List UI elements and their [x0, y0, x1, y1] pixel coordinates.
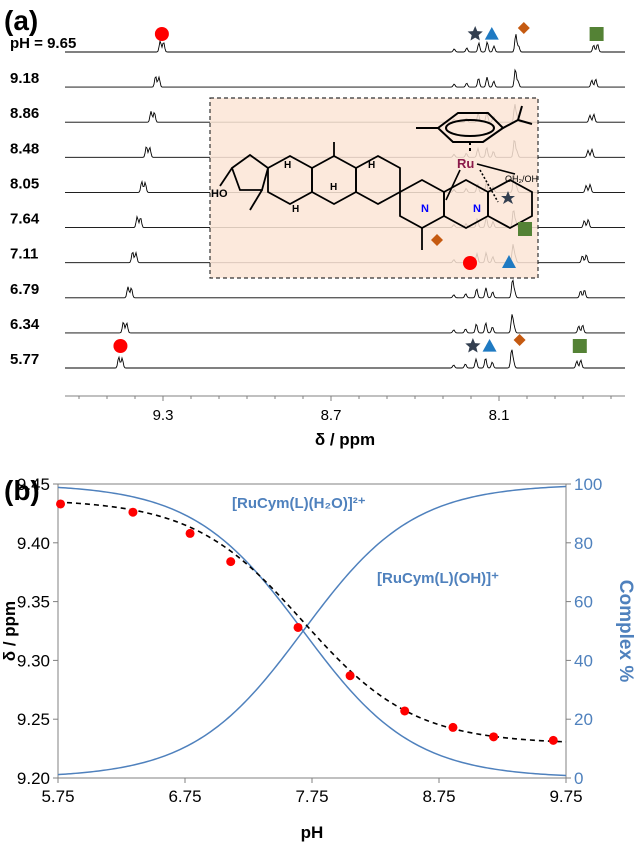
diamond-marker	[517, 22, 530, 34]
y-tick-label-right: 0	[574, 769, 583, 788]
inset-triangle-marker	[502, 255, 516, 268]
panel-b-label: (b)	[4, 475, 40, 506]
y-tick-label-right: 60	[574, 593, 593, 612]
data-point	[400, 706, 410, 716]
y-tick-label-right: 20	[574, 710, 593, 729]
hydroxy-label: HO	[211, 188, 228, 200]
x-tick-label-b: 6.75	[168, 787, 201, 806]
square-marker	[589, 27, 604, 41]
x-tick-label-a: 9.3	[153, 407, 174, 424]
nitrogen-label-2: N	[473, 203, 481, 215]
ru-bonds	[445, 163, 516, 203]
plot-frame	[57, 483, 567, 779]
y-ticks-left: 9.20 9.25 9.30 9.35 9.40 9.45	[17, 475, 58, 788]
y-tick-label-left: 9.35	[17, 593, 50, 612]
y-ticks-right: 0 20 40 60 80 100	[566, 475, 602, 788]
ph-label: 7.11	[10, 246, 38, 263]
spectrum-line	[65, 314, 625, 334]
annotation-aqua-complex: [RuCym(L)(H₂O)]²⁺	[232, 495, 366, 512]
y-tick-label-right: 80	[574, 534, 593, 553]
x-axis-b-label: pH	[301, 823, 324, 842]
inset-diamond-marker	[431, 234, 443, 246]
steroid-skeleton	[219, 142, 533, 250]
x-axis-a-label: δ / ppm	[315, 430, 375, 449]
star-marker	[465, 338, 481, 353]
x-tick-label-b: 7.75	[295, 787, 328, 806]
data-point	[293, 622, 303, 632]
circle-marker	[113, 339, 128, 353]
inset-circle-marker	[463, 256, 477, 270]
panel-a-label: (a)	[4, 5, 38, 36]
x-ticks-a: 9.3 8.7 8.1	[78, 396, 612, 424]
fit-curve	[57, 501, 567, 743]
x-tick-label-b: 9.75	[549, 787, 582, 806]
annotation-hydroxo-complex: [RuCym(L)(OH)]⁺	[377, 570, 499, 587]
nitrogen-label-1: N	[421, 203, 429, 215]
ph-label: 8.86	[10, 105, 39, 122]
panel-b-titration-chart: (b) 9.20 9.25 9.30 9.35 9.40 9.45 0 20 40 60 80 10…	[0, 475, 635, 842]
h-label-2: H	[330, 182, 337, 193]
y-axis-right-label: Complex %	[615, 580, 635, 683]
h-label-1: H	[284, 160, 291, 171]
spectrum-line	[65, 68, 625, 88]
data-point	[128, 507, 138, 517]
ph-label: 8.05	[10, 175, 39, 192]
y-tick-label-right: 100	[574, 475, 602, 494]
data-points	[56, 499, 558, 745]
water-hydroxo-label: OH₂/OH	[505, 174, 538, 184]
data-point	[489, 732, 499, 742]
x-tick-label-a: 8.1	[489, 407, 510, 424]
inset-square-marker	[518, 222, 532, 236]
y-tick-label-left: 9.45	[17, 475, 50, 494]
ph-label: 6.79	[10, 281, 39, 298]
ph-labels: pH = 9.65 9.18 8.86 8.48 8.05 7.64 7.11 6.79 6.3…	[10, 35, 76, 368]
data-point	[56, 499, 66, 509]
triangle-marker	[484, 27, 499, 40]
ph-label: 8.48	[10, 140, 39, 157]
inset-star-marker	[501, 191, 515, 204]
ph-label: pH = 9.65	[10, 35, 76, 52]
y-tick-label-left: 9.20	[17, 769, 50, 788]
x-tick-label-b: 8.75	[422, 787, 455, 806]
x-ticks-b: 5.75 6.75 7.75 8.75 9.75	[41, 778, 583, 806]
x-tick-label-a: 8.7	[321, 407, 342, 424]
spectrum-line	[65, 349, 625, 369]
ph-label: 5.77	[10, 351, 39, 368]
h-label-4: H	[368, 160, 375, 171]
data-point	[185, 528, 195, 538]
ph-label: 9.18	[10, 70, 39, 87]
spectrum-line	[65, 278, 625, 299]
circle-marker	[154, 27, 169, 41]
ruthenium-label: Ru	[457, 156, 474, 171]
data-point	[345, 671, 355, 681]
structure-inset: Ru OH₂/OH HO H H	[209, 97, 539, 279]
data-point	[448, 722, 458, 732]
ph-label: 7.64	[10, 211, 40, 228]
star-marker	[467, 26, 483, 41]
square-marker	[572, 339, 587, 353]
inset-box	[209, 97, 539, 279]
panel-a-nmr-spectra: (a) pH = 9.65 9.18 8.86 8.48 8.05 7.64 7.11 6.7…	[4, 5, 625, 449]
aqua-complex-curve	[57, 486, 567, 777]
diamond-marker	[513, 334, 526, 346]
cymene-ring	[416, 105, 533, 152]
x-tick-label-b: 5.75	[41, 787, 74, 806]
y-tick-label-left: 9.40	[17, 534, 50, 553]
y-tick-label-left: 9.30	[17, 651, 50, 670]
peak-markers	[113, 22, 604, 353]
h-label-3: H	[292, 204, 299, 215]
y-axis-left-label: δ / ppm	[0, 601, 19, 661]
y-tick-label-right: 40	[574, 651, 593, 670]
hydroxo-complex-curve	[57, 485, 567, 776]
data-point	[548, 735, 558, 745]
triangle-marker	[482, 339, 497, 352]
curves	[57, 485, 567, 777]
y-tick-label-left: 9.25	[17, 710, 50, 729]
ph-label: 6.34	[10, 316, 40, 333]
spectrum-line	[65, 34, 625, 53]
data-point	[226, 557, 236, 567]
